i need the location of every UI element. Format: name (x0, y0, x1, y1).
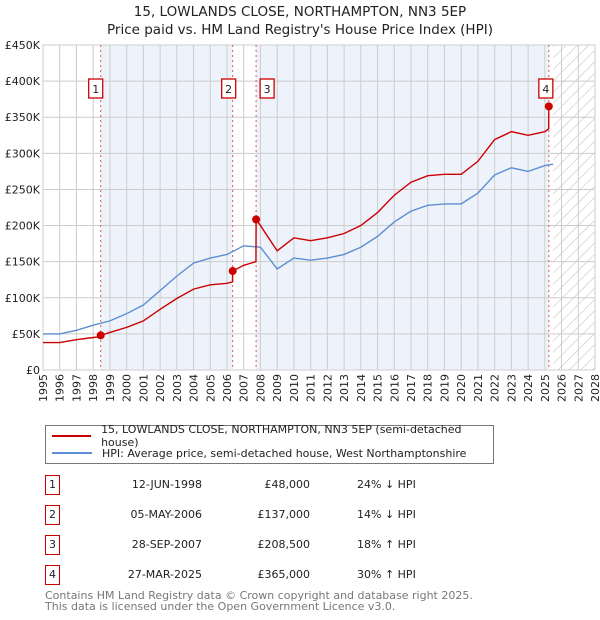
x-tick-label: 2024 (522, 374, 535, 402)
sale-date: 12-JUN-1998 (131, 478, 202, 491)
sale-label-box (538, 78, 554, 99)
series-line (43, 106, 550, 344)
sale-point (544, 102, 553, 111)
legend-item-property: 15, LOWLANDS CLOSE, NORTHAMPTON, NN3 5EP… (52, 423, 493, 449)
sale-label-box (88, 78, 104, 99)
x-tick-label: 2001 (137, 374, 150, 402)
sale-hpi-diff: 18% ↑ HPI (357, 538, 416, 551)
sale-label-box (259, 78, 275, 99)
price-chart: 1995 1996 1997 1998 1999 2000 2001 2002 2003 2004… (5, 39, 600, 402)
x-tick-label: 2015 (372, 374, 385, 402)
sale-point (228, 267, 237, 276)
x-tick-label: 1998 (87, 374, 100, 402)
chart-title: 15, LOWLANDS CLOSE, NORTHAMPTON, NN3 5EP (133, 4, 467, 20)
x-tick-label: 2012 (321, 374, 334, 402)
footer-line: This data is licensed under the Open Gov… (45, 600, 396, 613)
sale-price: £48,000 (264, 478, 311, 491)
x-tick-label: 1996 (54, 374, 67, 402)
footer: Contains HM Land Registry data © Crown c… (45, 590, 473, 612)
legend-label: HPI: Average price, semi-detached house,… (102, 446, 467, 460)
y-tick-label: £250K (5, 183, 41, 196)
legend-swatch-blue (52, 452, 92, 454)
x-tick-label: 2027 (572, 374, 585, 402)
sale-point (96, 331, 105, 340)
x-tick-label: 2004 (188, 374, 201, 402)
sale-hpi-diff: 30% ↑ HPI (357, 568, 416, 581)
x-tick-label: 2007 (238, 374, 251, 402)
sale-price: £208,500 (257, 538, 311, 551)
x-tick-label: 2020 (455, 374, 468, 402)
y-tick-label: £450K (5, 39, 41, 52)
footer-line: Contains HM Land Registry data © Crown c… (45, 589, 473, 602)
y-tick-label: £400K (5, 75, 41, 88)
x-tick-label: 2008 (254, 374, 267, 402)
x-tick-label: 2006 (221, 374, 234, 402)
x-tick-label: 2011 (305, 374, 318, 402)
sale-hpi-diff: 24% ↓ HPI (357, 478, 416, 491)
x-tick-label: 2003 (171, 374, 184, 402)
x-tick-label: 2023 (505, 374, 518, 402)
x-tick-label: 2005 (204, 374, 217, 402)
x-tick-label: 2017 (405, 374, 418, 402)
y-tick-label: £300K (5, 147, 41, 160)
sale-row: 2 05-MAY-2006 £137,000 14% ↓ HPI (45, 505, 505, 525)
sale-row: 4 27-MAR-2025 £365,000 30% ↑ HPI (45, 565, 505, 585)
x-tick-label: 2002 (154, 374, 167, 402)
forecast-hatch (553, 45, 595, 370)
y-tick-label: £50K (12, 328, 41, 341)
x-tick-label: 2028 (589, 374, 600, 402)
shaded-period (100, 45, 233, 370)
x-tick-label: 1997 (70, 374, 83, 402)
legend: 15, LOWLANDS CLOSE, NORTHAMPTON, NN3 5EP… (45, 423, 494, 464)
sale-hpi-diff: 14% ↓ HPI (357, 508, 416, 521)
x-tick-label: 2025 (539, 374, 552, 402)
x-tick-label: 2000 (121, 374, 134, 402)
x-tick-label: 2016 (388, 374, 401, 402)
sale-label: 4 (542, 83, 549, 96)
x-tick-label: 2013 (338, 374, 351, 402)
x-tick-label: 2018 (422, 374, 435, 402)
sale-price: £365,000 (257, 568, 311, 581)
sale-point (252, 215, 261, 224)
plot-frame (42, 44, 596, 371)
sale-row: 3 28-SEP-2007 £208,500 18% ↑ HPI (45, 535, 505, 555)
x-tick-label: 1999 (104, 374, 117, 402)
y-tick-label: £150K (5, 256, 41, 269)
legend-item-hpi: HPI: Average price, semi-detached house,… (52, 445, 466, 461)
sale-number: 2 (45, 505, 60, 525)
y-tick-label: £350K (5, 111, 41, 124)
y-tick-label: £0 (26, 364, 40, 377)
sale-number: 3 (45, 535, 60, 555)
x-tick-label: 2014 (355, 374, 368, 402)
sale-row: 1 12-JUN-1998 £48,000 24% ↓ HPI (45, 475, 505, 495)
sale-label-box (221, 78, 237, 99)
x-tick-label: 2021 (472, 374, 485, 402)
sale-number: 1 (45, 475, 60, 495)
sale-label: 2 (225, 83, 232, 96)
sale-number: 4 (45, 565, 60, 585)
y-tick-label: £200K (5, 220, 41, 233)
legend-label: 15, LOWLANDS CLOSE, NORTHAMPTON, NN3 5EP… (101, 423, 462, 449)
shaded-period (256, 45, 549, 370)
legend-swatch-red (52, 435, 92, 437)
x-tick-label: 2009 (271, 374, 284, 402)
sale-price: £137,000 (257, 508, 311, 521)
chart-subtitle: Price paid vs. HM Land Registry's House … (107, 22, 493, 38)
sale-date: 05-MAY-2006 (130, 508, 202, 521)
sale-date: 27-MAR-2025 (127, 568, 202, 581)
x-tick-label: 1995 (37, 374, 50, 402)
sale-label: 1 (92, 83, 99, 96)
sale-label: 3 (264, 83, 271, 96)
x-tick-label: 2022 (489, 374, 502, 402)
series-line (43, 163, 554, 335)
x-tick-label: 2019 (438, 374, 451, 402)
sale-date: 28-SEP-2007 (131, 538, 202, 551)
x-tick-label: 2026 (556, 374, 569, 402)
x-tick-label: 2010 (288, 374, 301, 402)
y-tick-label: £100K (5, 292, 41, 305)
